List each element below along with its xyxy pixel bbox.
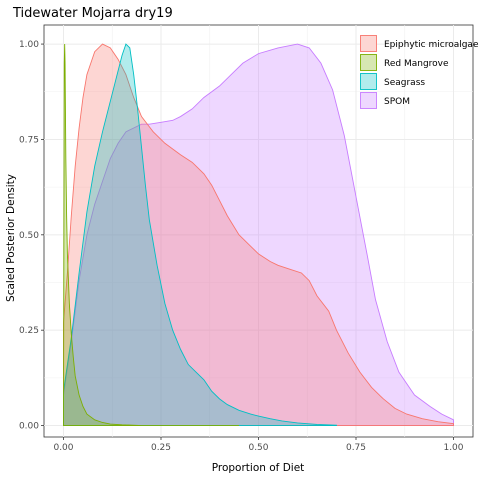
legend-key-epiphytic-microalgae [360, 35, 377, 52]
x-axis-ticks: 0.00 0.25 0.50 0.75 1.00 [53, 437, 464, 453]
y-tick-label: 0.00 [19, 422, 39, 432]
legend-key-seagrass [360, 73, 377, 90]
legend-key-bg [360, 92, 377, 109]
density-area-red-mangrove [63, 44, 239, 427]
y-tick-label: 0.50 [19, 231, 39, 241]
legend-label-epiphytic-microalgae: Epiphytic microalgae [384, 40, 479, 50]
x-tick-label: 0.00 [53, 443, 73, 453]
legend-key-bg [360, 35, 377, 52]
y-tick-label: 0.25 [19, 326, 39, 336]
chart-title: Tidewater Mojarra dry19 [12, 6, 173, 21]
density-area-epiphytic-microalgae [63, 43, 454, 427]
y-tick-label: 0.75 [19, 135, 39, 145]
y-axis-ticks: 0.00 0.25 0.50 0.75 1.00 [19, 40, 44, 432]
legend-label-spom: SPOM [384, 97, 410, 107]
x-tick-label: 0.75 [346, 443, 366, 453]
density-area-seagrass [63, 43, 337, 427]
density-areas [63, 43, 454, 427]
legend-key-spom [360, 92, 377, 109]
legend-label-seagrass: Seagrass [384, 78, 425, 88]
legend-label-red-mangrove: Red Mangrove [384, 59, 449, 69]
legend-key-bg [360, 54, 377, 71]
plot-panel [43, 24, 474, 438]
y-axis-title: Scaled Posterior Density [5, 174, 17, 302]
x-tick-label: 1.00 [443, 443, 463, 453]
x-tick-label: 0.50 [248, 443, 268, 453]
x-tick-label: 0.25 [151, 443, 171, 453]
y-tick-label: 1.00 [19, 40, 39, 50]
legend-key-red-mangrove [360, 54, 377, 71]
legend: Epiphytic microalgae Red Mangrove Seagrass… [360, 35, 479, 109]
legend-key-bg [360, 73, 377, 90]
x-axis-title: Proportion of Diet [212, 462, 305, 474]
